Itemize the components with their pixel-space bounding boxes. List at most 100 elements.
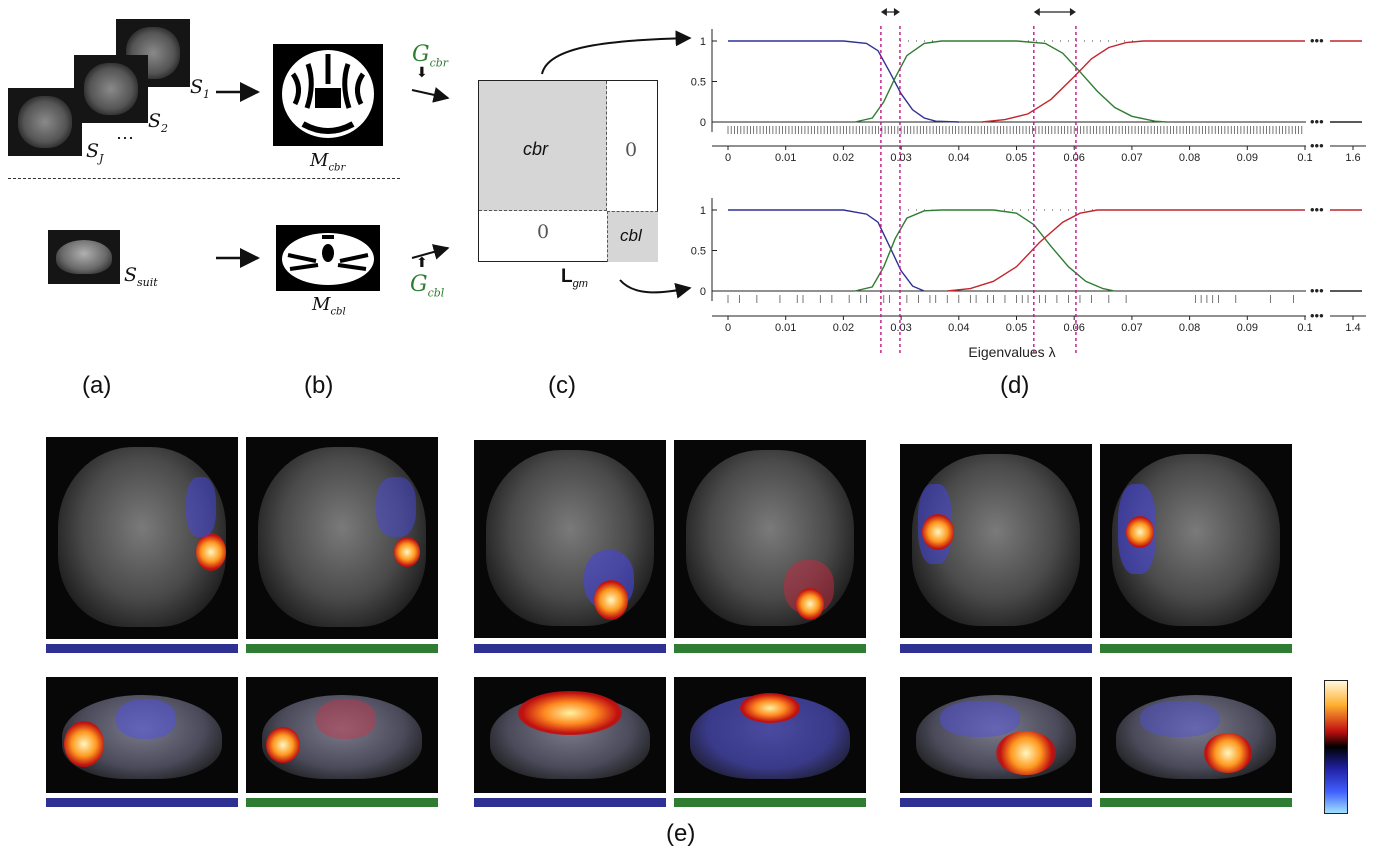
series-bar-blue-3 <box>900 644 1092 653</box>
graph-cbl-arrow-icon: ⬆ <box>416 254 428 270</box>
x-tick-label: 0.07 <box>1121 152 1142 164</box>
x-tick-label: 0.09 <box>1237 152 1258 164</box>
block-cbr-label: cbr <box>523 139 549 159</box>
gap-arrow-head-right-0 <box>893 8 900 16</box>
series-line-1 <box>854 209 1115 292</box>
colorbar-minus: – <box>1313 794 1321 809</box>
brain-map-2a <box>474 440 666 638</box>
break-dots-axis: ••• <box>1310 138 1324 153</box>
colorbar-plus: + <box>1313 688 1321 703</box>
series-bar-green-5 <box>674 798 866 807</box>
gap-arrow-head-right-1 <box>1069 8 1076 16</box>
y-tick-label: 0 <box>700 286 706 298</box>
series-line-2 <box>981 40 1305 123</box>
series-line-2 <box>947 209 1305 292</box>
series-bar-blue-1 <box>46 644 238 653</box>
series-bar-green-2 <box>674 644 866 653</box>
series-bar-blue-2 <box>474 644 666 653</box>
laplacian-matrix: cbr 0 0 cbl <box>478 80 658 262</box>
x-tick-label: 0.03 <box>890 152 911 164</box>
cerebellum-map-3a <box>900 677 1092 793</box>
series-line-1 <box>854 40 1167 123</box>
gap-arrow-head-left-1 <box>1033 8 1040 16</box>
cerebellum-map-1b <box>246 677 438 793</box>
x-tick-label: 0.06 <box>1063 152 1084 164</box>
arrow-b-c-bottom <box>411 244 450 260</box>
x-tick-label: 0.08 <box>1179 152 1200 164</box>
break-dots-axis: ••• <box>1310 308 1324 323</box>
zero-top-right: 0 <box>625 139 638 161</box>
label-a: (a) <box>82 372 112 399</box>
series-bar-blue-4 <box>46 798 238 807</box>
cerebrum-mask <box>273 44 383 146</box>
brain-map-3a <box>900 444 1092 638</box>
x-axis-label: Eigenvalues λ <box>968 344 1055 360</box>
arrow-b-c-top <box>411 87 450 103</box>
series-bar-green-3 <box>1100 644 1292 653</box>
graph-cbl-label: Gcbl <box>410 272 445 300</box>
block-cbl-label: cbl <box>620 226 642 245</box>
subject-scan-2 <box>74 55 148 123</box>
ellipsis: ⋯ <box>116 128 134 148</box>
brain-map-2b <box>674 440 866 638</box>
cerebellum-map-2a <box>474 677 666 793</box>
x-tick-label: 0.05 <box>1006 322 1027 334</box>
brain-map-3b <box>1100 444 1292 638</box>
x-tick-label: 0.04 <box>948 152 969 164</box>
label-c: (c) <box>548 372 576 399</box>
graph-cbr-label: Gcbr <box>412 42 449 70</box>
x-tick-label: 0.03 <box>890 322 911 334</box>
subject-scan-j <box>8 88 82 156</box>
x-tick-label-break: 1.6 <box>1345 152 1360 164</box>
series-line-0 <box>728 40 959 123</box>
y-tick-label: 0.5 <box>691 77 706 89</box>
series-bar-green-4 <box>246 798 438 807</box>
label-b: (b) <box>304 372 334 399</box>
x-tick-label-break: 1.4 <box>1345 322 1360 334</box>
cerebellum-map-1a <box>46 677 238 793</box>
brain-map-1a <box>46 437 238 639</box>
x-tick-label: 0.04 <box>948 322 969 334</box>
arrow-c-d-bottom <box>619 279 692 299</box>
x-tick-label: 0 <box>725 152 731 164</box>
x-tick-label: 0.02 <box>833 322 854 334</box>
mask-cbr-label: Mcbr <box>310 150 346 174</box>
series-bar-green-1 <box>246 644 438 653</box>
series-bar-blue-6 <box>900 798 1092 807</box>
arrow-c-d-top <box>541 30 692 75</box>
y-tick-label: 0 <box>700 117 706 129</box>
cerebellum-mask <box>276 225 380 291</box>
x-tick-label: 0.01 <box>775 152 796 164</box>
x-tick-label: 0.06 <box>1063 322 1084 334</box>
gap-arrow-head-left-0 <box>880 8 887 16</box>
break-dots-top: ••• <box>1310 33 1324 48</box>
y-tick-label: 0.5 <box>691 246 706 258</box>
mask-cbl-label: Mcbl <box>312 294 346 318</box>
separator-line <box>8 178 400 179</box>
block-cbr: cbr <box>479 81 607 211</box>
series-bar-green-6 <box>1100 798 1292 807</box>
cerebellum-map-3b <box>1100 677 1292 793</box>
subject-label-1: S1 <box>190 76 211 101</box>
break-dots-base: ••• <box>1310 114 1324 129</box>
colorbar <box>1324 680 1348 814</box>
subject-label-2: S2 <box>148 110 169 135</box>
block-cbl: cbl <box>607 211 658 262</box>
x-tick-label: 0.02 <box>833 152 854 164</box>
x-tick-label: 0.1 <box>1297 152 1312 164</box>
label-e: (e) <box>666 820 696 847</box>
suit-label: Ssuit <box>124 264 158 289</box>
x-tick-label: 0 <box>725 322 731 334</box>
label-d: (d) <box>1000 372 1030 399</box>
y-tick-label: 1 <box>700 205 706 217</box>
x-tick-label: 0.08 <box>1179 322 1200 334</box>
matrix-label: Lgm <box>561 266 588 290</box>
x-tick-label: 0.07 <box>1121 322 1142 334</box>
graph-cbr-arrow-icon: ⬇ <box>416 64 428 80</box>
x-tick-label: 0.1 <box>1297 322 1312 334</box>
break-dots-base: ••• <box>1310 283 1324 298</box>
x-tick-label: 0.09 <box>1237 322 1258 334</box>
zero-bottom-left: 0 <box>537 221 550 243</box>
